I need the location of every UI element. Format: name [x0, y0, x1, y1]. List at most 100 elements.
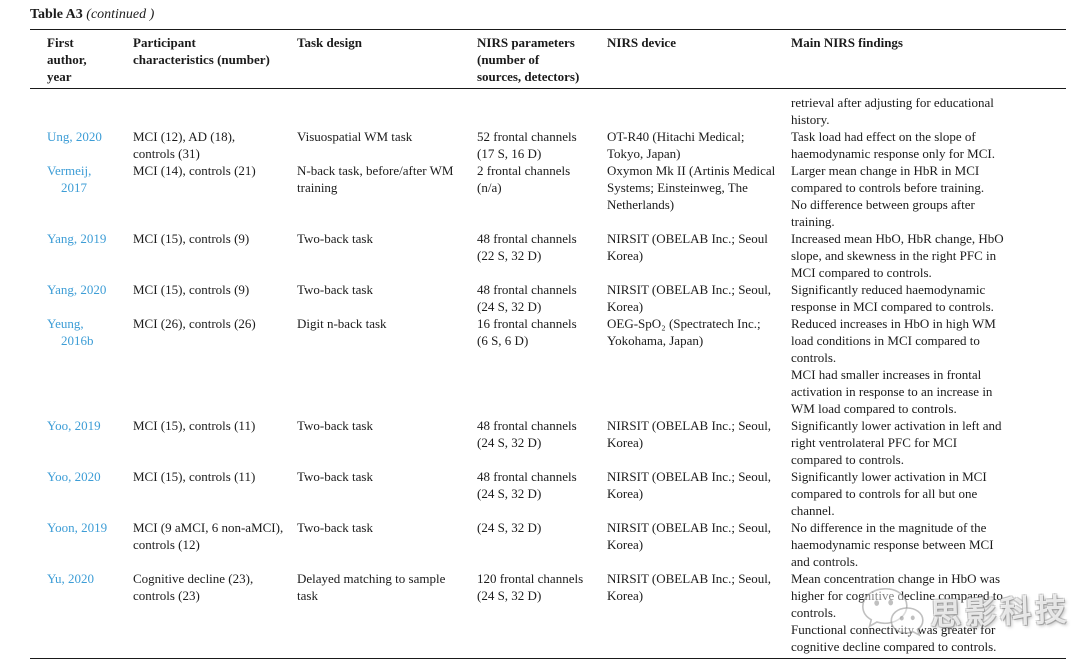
col-header-main-nirs-findings: Main NIRS findings: [791, 29, 1066, 89]
findings-paragraph: MCI had smaller increases in frontal act…: [791, 367, 993, 416]
findings-paragraph: No difference between groups after train…: [791, 197, 975, 229]
author-citation-link[interactable]: Yang, 2020: [47, 282, 107, 297]
participants-cell: MCI (15), controls (9): [133, 231, 250, 246]
participants-cell: [133, 89, 297, 129]
findings-paragraph: Reduced increases in HbO in high WM load…: [791, 316, 996, 365]
first-author-cell: [30, 89, 133, 129]
findings-paragraph: retrieval after adjusting for educationa…: [791, 95, 994, 127]
nirs-device-cell: NIRSIT (OBELAB Inc.; Seoul Korea): [607, 231, 768, 263]
findings-paragraph: Significantly lower activation in MCI co…: [791, 469, 987, 518]
nirs-parameters-cell: 48 frontal channels (24 S, 32 D): [477, 418, 577, 450]
first-author-cell: Yoo, 2020: [30, 468, 133, 519]
table-container: Table A3 (continued ) First author, year…: [30, 6, 1066, 659]
findings-cell: Task load had effect on the slope of hae…: [791, 128, 1066, 162]
nirs-parameters-cell: 48 frontal channels (24 S, 32 D): [477, 282, 577, 314]
findings-cell: Reduced increases in HbO in high WM load…: [791, 315, 1066, 417]
table-row: Yoo, 2020 MCI (15), controls (11) Two-ba…: [30, 468, 1066, 519]
table-row: Vermeij, 2017 MCI (14), controls (21) N-…: [30, 162, 1066, 230]
findings-paragraph: Significantly reduced haemodynamic respo…: [791, 282, 994, 314]
study-table: First author, year Participant character…: [30, 29, 1066, 659]
nirs-device-cell: OT-R40 (Hitachi Medical; Tokyo, Japan): [607, 129, 745, 161]
nirs-device-cell: OEG-SpO₂ (Spectratech Inc.; Yokohama, Ja…: [607, 316, 761, 348]
participants-cell: MCI (9 aMCI, 6 non-aMCI), controls (12): [133, 520, 284, 552]
first-author-cell: Ung, 2020: [30, 128, 133, 162]
author-citation-link[interactable]: Yoo, 2019: [47, 418, 101, 433]
task-design-cell: N-back task, before/after WM training: [297, 163, 454, 195]
participants-cell: MCI (15), controls (11): [133, 418, 256, 433]
author-citation-link[interactable]: Yu, 2020: [47, 571, 94, 586]
col-header-task-design: Task design: [297, 29, 477, 89]
participants-cell: MCI (26), controls (26): [133, 316, 256, 331]
findings-cell: Increased mean HbO, HbR change, HbO slop…: [791, 230, 1066, 281]
findings-cell: Significantly lower activation in MCI co…: [791, 468, 1066, 519]
table-row: Yeung, 2016b MCI (26), controls (26) Dig…: [30, 315, 1066, 417]
nirs-device-cell: NIRSIT (OBELAB Inc.; Seoul, Korea): [607, 520, 772, 552]
task-design-cell: Delayed matching to sample task: [297, 571, 446, 603]
first-author-cell: Yang, 2019: [30, 230, 133, 281]
author-citation-link[interactable]: Yang, 2019: [47, 231, 107, 246]
table-row: retrieval after adjusting for educationa…: [30, 89, 1066, 129]
author-citation-link[interactable]: Yoo, 2020: [47, 469, 101, 484]
author-citation-link[interactable]: Yoon, 2019: [47, 520, 108, 535]
table-row: Yang, 2019 MCI (15), controls (9) Two-ba…: [30, 230, 1066, 281]
table-row: Ung, 2020 MCI (12), AD (18), controls (3…: [30, 128, 1066, 162]
findings-paragraph: Increased mean HbO, HbR change, HbO slop…: [791, 231, 1004, 280]
task-design-cell: Two-back task: [297, 231, 373, 246]
first-author-cell: Yu, 2020: [30, 570, 133, 659]
first-author-cell: Yeung, 2016b: [30, 315, 133, 417]
nirs-device-cell: Oxymon Mk II (Artinis Medical Systems; E…: [607, 163, 776, 212]
findings-paragraph: Larger mean change in HbR in MCI compare…: [791, 163, 985, 195]
findings-cell: Significantly lower activation in left a…: [791, 417, 1066, 468]
col-header-nirs-parameters: NIRS parameters (number of sources, dete…: [477, 29, 607, 89]
author-citation-link[interactable]: Yeung, 2016b: [47, 316, 94, 348]
findings-paragraph: Functional connectivity was greater for …: [791, 622, 997, 654]
task-design-cell: Two-back task: [297, 520, 373, 535]
participants-cell: MCI (12), AD (18), controls (31): [133, 129, 236, 161]
table-row: Yang, 2020 MCI (15), controls (9) Two-ba…: [30, 281, 1066, 315]
participants-cell: MCI (14), controls (21): [133, 163, 256, 178]
findings-paragraph: No difference in the magnitude of the ha…: [791, 520, 994, 569]
table-title-continued: (continued ): [86, 7, 155, 22]
task-design-cell: Digit n-back task: [297, 316, 387, 331]
first-author-cell: Yoon, 2019: [30, 519, 133, 570]
findings-cell: Larger mean change in HbR in MCI compare…: [791, 162, 1066, 230]
findings-cell: Significantly reduced haemodynamic respo…: [791, 281, 1066, 315]
participants-cell: MCI (15), controls (11): [133, 469, 256, 484]
participants-cell: MCI (15), controls (9): [133, 282, 250, 297]
participants-cell: Cognitive decline (23), controls (23): [133, 571, 254, 603]
col-header-first-author-year: First author, year: [30, 29, 133, 89]
task-design-cell: Two-back task: [297, 418, 373, 433]
nirs-parameters-cell: 52 frontal channels (17 S, 16 D): [477, 129, 577, 161]
nirs-device-cell: NIRSIT (OBELAB Inc.; Seoul, Korea): [607, 418, 772, 450]
col-header-participant-characteristics: Participant characteristics (number): [133, 29, 297, 89]
task-design-cell: [297, 89, 477, 129]
task-design-cell: Visuospatial WM task: [297, 129, 413, 144]
nirs-device-cell: NIRSIT (OBELAB Inc.; Seoul, Korea): [607, 469, 772, 501]
nirs-parameters-cell: [477, 89, 607, 129]
task-design-cell: Two-back task: [297, 469, 373, 484]
table-row: Yoon, 2019 MCI (9 aMCI, 6 non-aMCI), con…: [30, 519, 1066, 570]
nirs-parameters-cell: 16 frontal channels (6 S, 6 D): [477, 316, 577, 348]
nirs-device-cell: NIRSIT (OBELAB Inc.; Seoul, Korea): [607, 282, 772, 314]
table-row: Yoo, 2019 MCI (15), controls (11) Two-ba…: [30, 417, 1066, 468]
findings-cell: No difference in the magnitude of the ha…: [791, 519, 1066, 570]
nirs-device-cell: NIRSIT (OBELAB Inc.; Seoul, Korea): [607, 571, 772, 603]
first-author-cell: Yang, 2020: [30, 281, 133, 315]
nirs-parameters-cell: 48 frontal channels (22 S, 32 D): [477, 231, 577, 263]
table-body: retrieval after adjusting for educationa…: [30, 89, 1066, 659]
findings-cell: retrieval after adjusting for educationa…: [791, 89, 1066, 129]
table-title: Table A3 (continued ): [30, 6, 1066, 24]
findings-paragraph: Mean concentration change in HbO was hig…: [791, 571, 1003, 620]
findings-paragraph: Task load had effect on the slope of hae…: [791, 129, 995, 161]
table-row: Yu, 2020 Cognitive decline (23), control…: [30, 570, 1066, 659]
nirs-parameters-cell: 48 frontal channels (24 S, 32 D): [477, 469, 577, 501]
header-row: First author, year Participant character…: [30, 29, 1066, 89]
author-citation-link[interactable]: Vermeij, 2017: [47, 163, 92, 195]
nirs-parameters-cell: (24 S, 32 D): [477, 520, 542, 535]
nirs-parameters-cell: 120 frontal channels (24 S, 32 D): [477, 571, 584, 603]
author-citation-link[interactable]: Ung, 2020: [47, 129, 102, 144]
table-title-label: Table A3: [30, 7, 83, 22]
col-header-nirs-device: NIRS device: [607, 29, 791, 89]
task-design-cell: Two-back task: [297, 282, 373, 297]
